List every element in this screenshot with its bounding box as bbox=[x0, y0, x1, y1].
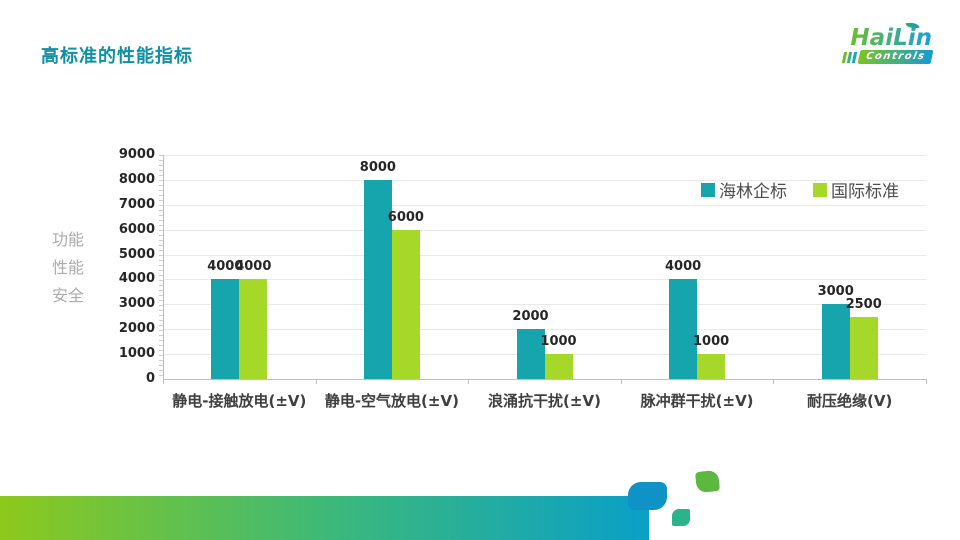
legend-item-1: 海林企标 bbox=[701, 177, 787, 202]
y-axis-title-line: 性能 bbox=[52, 258, 85, 277]
bar-value-label: 4000 bbox=[665, 259, 702, 275]
y-axis-tick-label: 8000 bbox=[118, 171, 155, 187]
bar-series-2 bbox=[544, 354, 573, 379]
x-axis-tick bbox=[926, 379, 927, 384]
bar-value-label: 8000 bbox=[359, 159, 396, 175]
legend-swatch-icon bbox=[701, 182, 715, 197]
y-axis-tick-label: 9000 bbox=[118, 147, 155, 162]
deco-square-blue bbox=[628, 482, 667, 510]
legend-label: 国际标准 bbox=[831, 182, 899, 202]
x-axis-tick bbox=[163, 379, 164, 384]
gridline bbox=[163, 279, 926, 281]
bar-value-label: 1000 bbox=[693, 334, 730, 350]
gridline bbox=[163, 254, 926, 256]
bar-series-1 bbox=[821, 304, 850, 379]
y-axis-tick-label: 6000 bbox=[118, 221, 155, 237]
bar-chart: 0 1000 2000 3000 4000 5000 6000 7000 8000 9000 400… bbox=[118, 147, 927, 410]
legend-item-2: 国际标准 bbox=[813, 177, 899, 202]
footer-gradient-bar bbox=[0, 496, 649, 540]
bar-series-2 bbox=[391, 229, 420, 379]
bar-series-1 bbox=[516, 329, 545, 379]
y-axis-tick-label: 3000 bbox=[118, 296, 155, 312]
y-axis-tick-label: 4000 bbox=[118, 271, 155, 287]
x-axis bbox=[163, 379, 926, 380]
gridline bbox=[163, 204, 926, 206]
gridline bbox=[163, 229, 926, 231]
bar-value-label: 6000 bbox=[387, 209, 424, 225]
chart-legend: 海林企标 国际标准 bbox=[701, 177, 899, 202]
logo-brand-text: HaiLin bbox=[850, 25, 932, 51]
bar-series-1 bbox=[363, 179, 392, 379]
bar-series-2 bbox=[239, 279, 268, 379]
y-axis-title-line: 功能 bbox=[52, 230, 85, 249]
y-axis bbox=[163, 155, 164, 380]
x-axis-tick bbox=[468, 379, 470, 384]
gridline bbox=[163, 329, 926, 331]
y-axis-tick-label: 1000 bbox=[118, 346, 155, 362]
bar-series-2 bbox=[849, 316, 878, 379]
x-axis-category-label: 静电-接触放电(±V) bbox=[172, 392, 307, 410]
legend-label: 海林企标 bbox=[719, 182, 787, 202]
x-axis-category-label: 脉冲群干扰(±V) bbox=[640, 392, 754, 410]
legend-swatch-icon bbox=[813, 182, 827, 197]
y-axis-tick-label: 5000 bbox=[118, 246, 155, 262]
bar-value-label: 4000 bbox=[207, 259, 244, 275]
bar-series-2 bbox=[697, 354, 726, 379]
x-axis-tick bbox=[315, 379, 317, 384]
gridline bbox=[163, 304, 926, 306]
x-axis-category-label: 静电-空气放电(±V) bbox=[324, 392, 459, 410]
y-axis-title-line: 安全 bbox=[52, 286, 85, 305]
hailin-logo: HaiLin Controls bbox=[840, 20, 934, 66]
x-axis-tick bbox=[620, 379, 622, 384]
gridline bbox=[163, 179, 926, 181]
x-axis-tick bbox=[773, 379, 775, 384]
y-axis-minor-ticks bbox=[159, 155, 163, 379]
page-title: 高标准的性能指标 bbox=[41, 46, 193, 67]
bar-series-1 bbox=[669, 279, 698, 379]
bar-value-label: 2000 bbox=[512, 309, 549, 325]
deco-square-teal bbox=[672, 509, 690, 526]
bar-value-label: 4000 bbox=[235, 259, 272, 275]
y-axis-tick-label: 2000 bbox=[118, 321, 155, 337]
gridline bbox=[163, 155, 926, 156]
bar-series-1 bbox=[211, 279, 240, 379]
x-axis-category-label: 耐压绝缘(V) bbox=[807, 392, 893, 410]
y-axis-tick-label: 0 bbox=[145, 371, 155, 386]
bar-value-label: 1000 bbox=[540, 334, 577, 350]
x-axis-category-label: 浪涌抗干扰(±V) bbox=[488, 392, 601, 410]
y-axis-title: 功能 性能 安全 bbox=[52, 226, 84, 310]
deco-square-green bbox=[694, 469, 721, 494]
bar-value-label: 3000 bbox=[817, 284, 854, 300]
bar-value-label: 2500 bbox=[845, 296, 882, 312]
y-axis-tick-label: 7000 bbox=[118, 196, 155, 212]
